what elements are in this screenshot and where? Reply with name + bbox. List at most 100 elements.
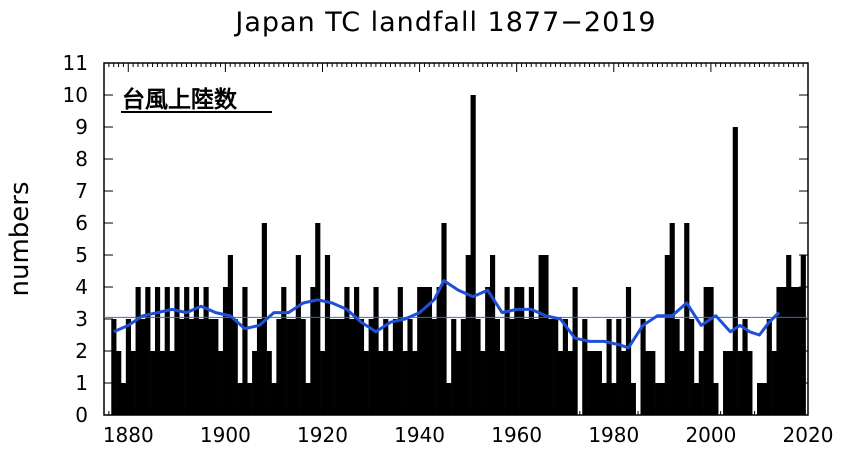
x-tick-label: 1960: [491, 423, 542, 447]
bar-1949: [460, 319, 467, 415]
bar-1959: [509, 319, 515, 415]
bar-2008: [747, 351, 753, 415]
bar-2014: [776, 287, 782, 415]
bar-1957: [499, 351, 505, 415]
bar-1912: [281, 287, 287, 415]
bar-1898: [213, 319, 219, 415]
bars-group: [111, 95, 806, 415]
bar-1885: [150, 351, 156, 415]
bar-1929: [363, 351, 369, 415]
bar-2001: [713, 383, 719, 415]
y-tick-label: 8: [75, 147, 88, 171]
bar-1911: [276, 319, 282, 415]
bar-2005: [732, 127, 738, 415]
bar-1952: [475, 319, 481, 415]
bar-1909: [266, 351, 272, 415]
bar-2004: [727, 351, 734, 415]
bar-1933: [383, 319, 389, 415]
x-tick-label: 1940: [394, 423, 445, 447]
bar-1974: [582, 319, 588, 415]
bar-1988: [650, 351, 656, 415]
y-tick-label: 2: [75, 339, 88, 363]
bar-1956: [494, 319, 500, 415]
bar-1897: [208, 319, 214, 415]
bar-1930: [368, 319, 374, 415]
bar-1962: [523, 319, 530, 415]
bar-1883: [140, 319, 146, 415]
bar-1967: [548, 319, 554, 415]
bar-1878: [116, 351, 122, 415]
bar-1920: [320, 351, 326, 415]
bar-2003: [723, 351, 729, 415]
bar-1904: [242, 287, 248, 415]
annotation: 台風上陸数: [121, 86, 272, 113]
bar-1991: [664, 255, 670, 415]
bar-1979: [606, 319, 612, 415]
y-tick-label: 4: [75, 275, 88, 299]
chart-title: Japan TC landfall 1877−2019: [233, 7, 656, 38]
bar-1992: [669, 223, 675, 415]
bar-1889: [169, 351, 175, 415]
bar-1936: [397, 287, 403, 415]
bar-1913: [286, 319, 292, 415]
bar-1910: [271, 383, 277, 415]
bar-1986: [640, 319, 646, 415]
bar-1915: [295, 255, 301, 415]
y-tick-label: 5: [75, 243, 88, 267]
bar-1917: [305, 383, 311, 415]
bar-1998: [698, 351, 704, 415]
bar-1946: [446, 383, 452, 415]
bar-2017: [791, 287, 797, 415]
bar-1935: [392, 319, 399, 415]
bar-1879: [120, 383, 127, 415]
x-tick-label: 2020: [783, 423, 834, 447]
bar-2006: [737, 351, 743, 415]
bar-1902: [232, 319, 238, 415]
bar-1903: [237, 383, 243, 415]
bar-1995: [684, 223, 690, 415]
bar-1945: [441, 223, 447, 415]
bar-1990: [659, 383, 666, 415]
bar-1970: [562, 319, 568, 415]
bar-1925: [344, 287, 350, 415]
bar-1921: [324, 255, 331, 415]
bar-1975: [587, 351, 593, 415]
bar-1877: [111, 319, 117, 415]
bar-1997: [693, 383, 700, 415]
bar-1914: [290, 319, 297, 415]
bar-1950: [465, 255, 471, 415]
bar-2016: [786, 255, 792, 415]
x-tick-label: 1900: [200, 423, 251, 447]
y-tick-label: 11: [63, 51, 88, 75]
bar-1984: [630, 383, 636, 415]
bar-1906: [252, 351, 258, 415]
annotation-text: 台風上陸数: [122, 86, 238, 113]
bar-1919: [315, 223, 321, 415]
bar-2012: [766, 319, 772, 415]
bar-1905: [247, 383, 253, 415]
bar-2019: [800, 255, 806, 415]
bar-1953: [480, 351, 486, 415]
bar-1908: [261, 223, 267, 415]
bar-2007: [742, 319, 748, 415]
bar-1884: [145, 287, 151, 415]
y-tick-label: 6: [75, 211, 88, 235]
bar-1983: [625, 287, 632, 415]
bar-1958: [504, 287, 510, 415]
bar-1895: [198, 319, 204, 415]
bar-1947: [451, 319, 457, 415]
bar-1977: [596, 351, 602, 415]
bar-1926: [349, 319, 355, 415]
bar-1940: [417, 287, 423, 415]
y-tick-label: 1: [75, 371, 88, 395]
bar-1963: [528, 287, 534, 415]
bar-1999: [703, 287, 709, 415]
x-tick-label: 1920: [297, 423, 348, 447]
bar-1922: [329, 319, 335, 415]
bar-1954: [485, 287, 491, 415]
y-axis-label: numbers: [5, 181, 35, 296]
y-tick-label: 10: [63, 83, 88, 107]
bar-1939: [412, 351, 418, 415]
bar-1881: [130, 351, 136, 415]
